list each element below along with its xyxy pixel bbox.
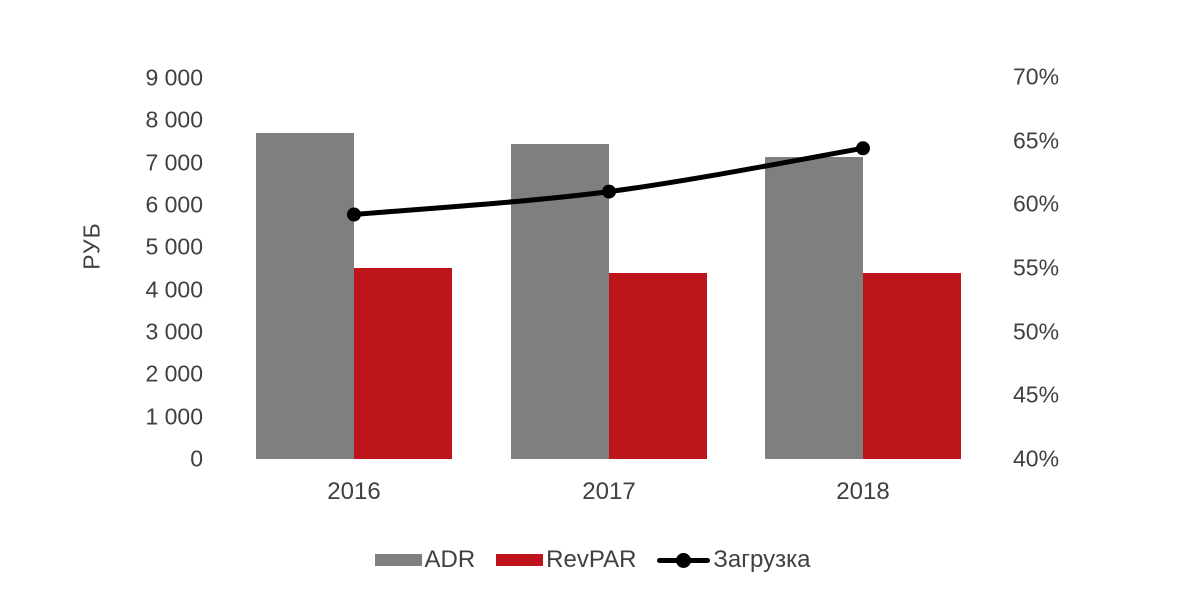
right-axis-tick-label: 40% [1013, 445, 1060, 472]
left-axis-tick-label: 5 000 [145, 233, 203, 260]
legend-label-adr: ADR [424, 546, 476, 573]
legend-swatch-revpar [496, 554, 544, 566]
bar-adr-2018 [765, 157, 863, 459]
chart-legend: ADR RevPAR Загрузка [220, 546, 965, 574]
x-axis-label-2017: 2017 [582, 478, 636, 505]
right-axis-tick-label: 55% [1013, 254, 1060, 281]
left-axis-tick-label: 4 000 [145, 276, 203, 303]
left-axis-tick-label: 3 000 [145, 318, 203, 345]
x-axis-label-2018: 2018 [836, 478, 890, 505]
bar-adr-2016 [256, 133, 354, 459]
right-axis-tick-label: 45% [1013, 381, 1060, 408]
left-axis-tick-label: 1 000 [145, 403, 203, 430]
legend-item-загрузка: Загрузка [657, 546, 810, 574]
occupancy-point-2018 [856, 141, 870, 156]
right-axis-tick-label: 50% [1013, 318, 1060, 345]
left-axis-tick-label: 8 000 [145, 106, 203, 133]
x-axis-label-2016: 2016 [327, 478, 381, 505]
legend-swatch-adr [374, 554, 422, 566]
left-axis-tick-label: 7 000 [145, 149, 203, 176]
bar-revpar-2018 [863, 273, 961, 459]
legend-label-revpar: RevPAR [546, 546, 637, 573]
left-axis-tick-label: 9 000 [145, 64, 203, 91]
bar-adr-2017 [511, 144, 609, 459]
left-axis-tick-label: 6 000 [145, 191, 203, 218]
bar-revpar-2016 [354, 268, 452, 459]
bar-revpar-2017 [609, 273, 707, 459]
right-axis-tick-label: 70% [1013, 63, 1060, 90]
left-axis-tick-label: 2 000 [145, 360, 203, 387]
legend-line-marker-icon [657, 552, 711, 568]
legend-label-загрузка: Загрузка [713, 546, 811, 573]
right-axis-tick-label: 65% [1013, 127, 1060, 154]
legend-item-revpar: RevPAR [496, 546, 636, 574]
legend-item-adr: ADR [374, 546, 476, 574]
left-axis-tick-label: 0 [190, 445, 203, 472]
right-axis-tick-label: 60% [1013, 190, 1060, 217]
